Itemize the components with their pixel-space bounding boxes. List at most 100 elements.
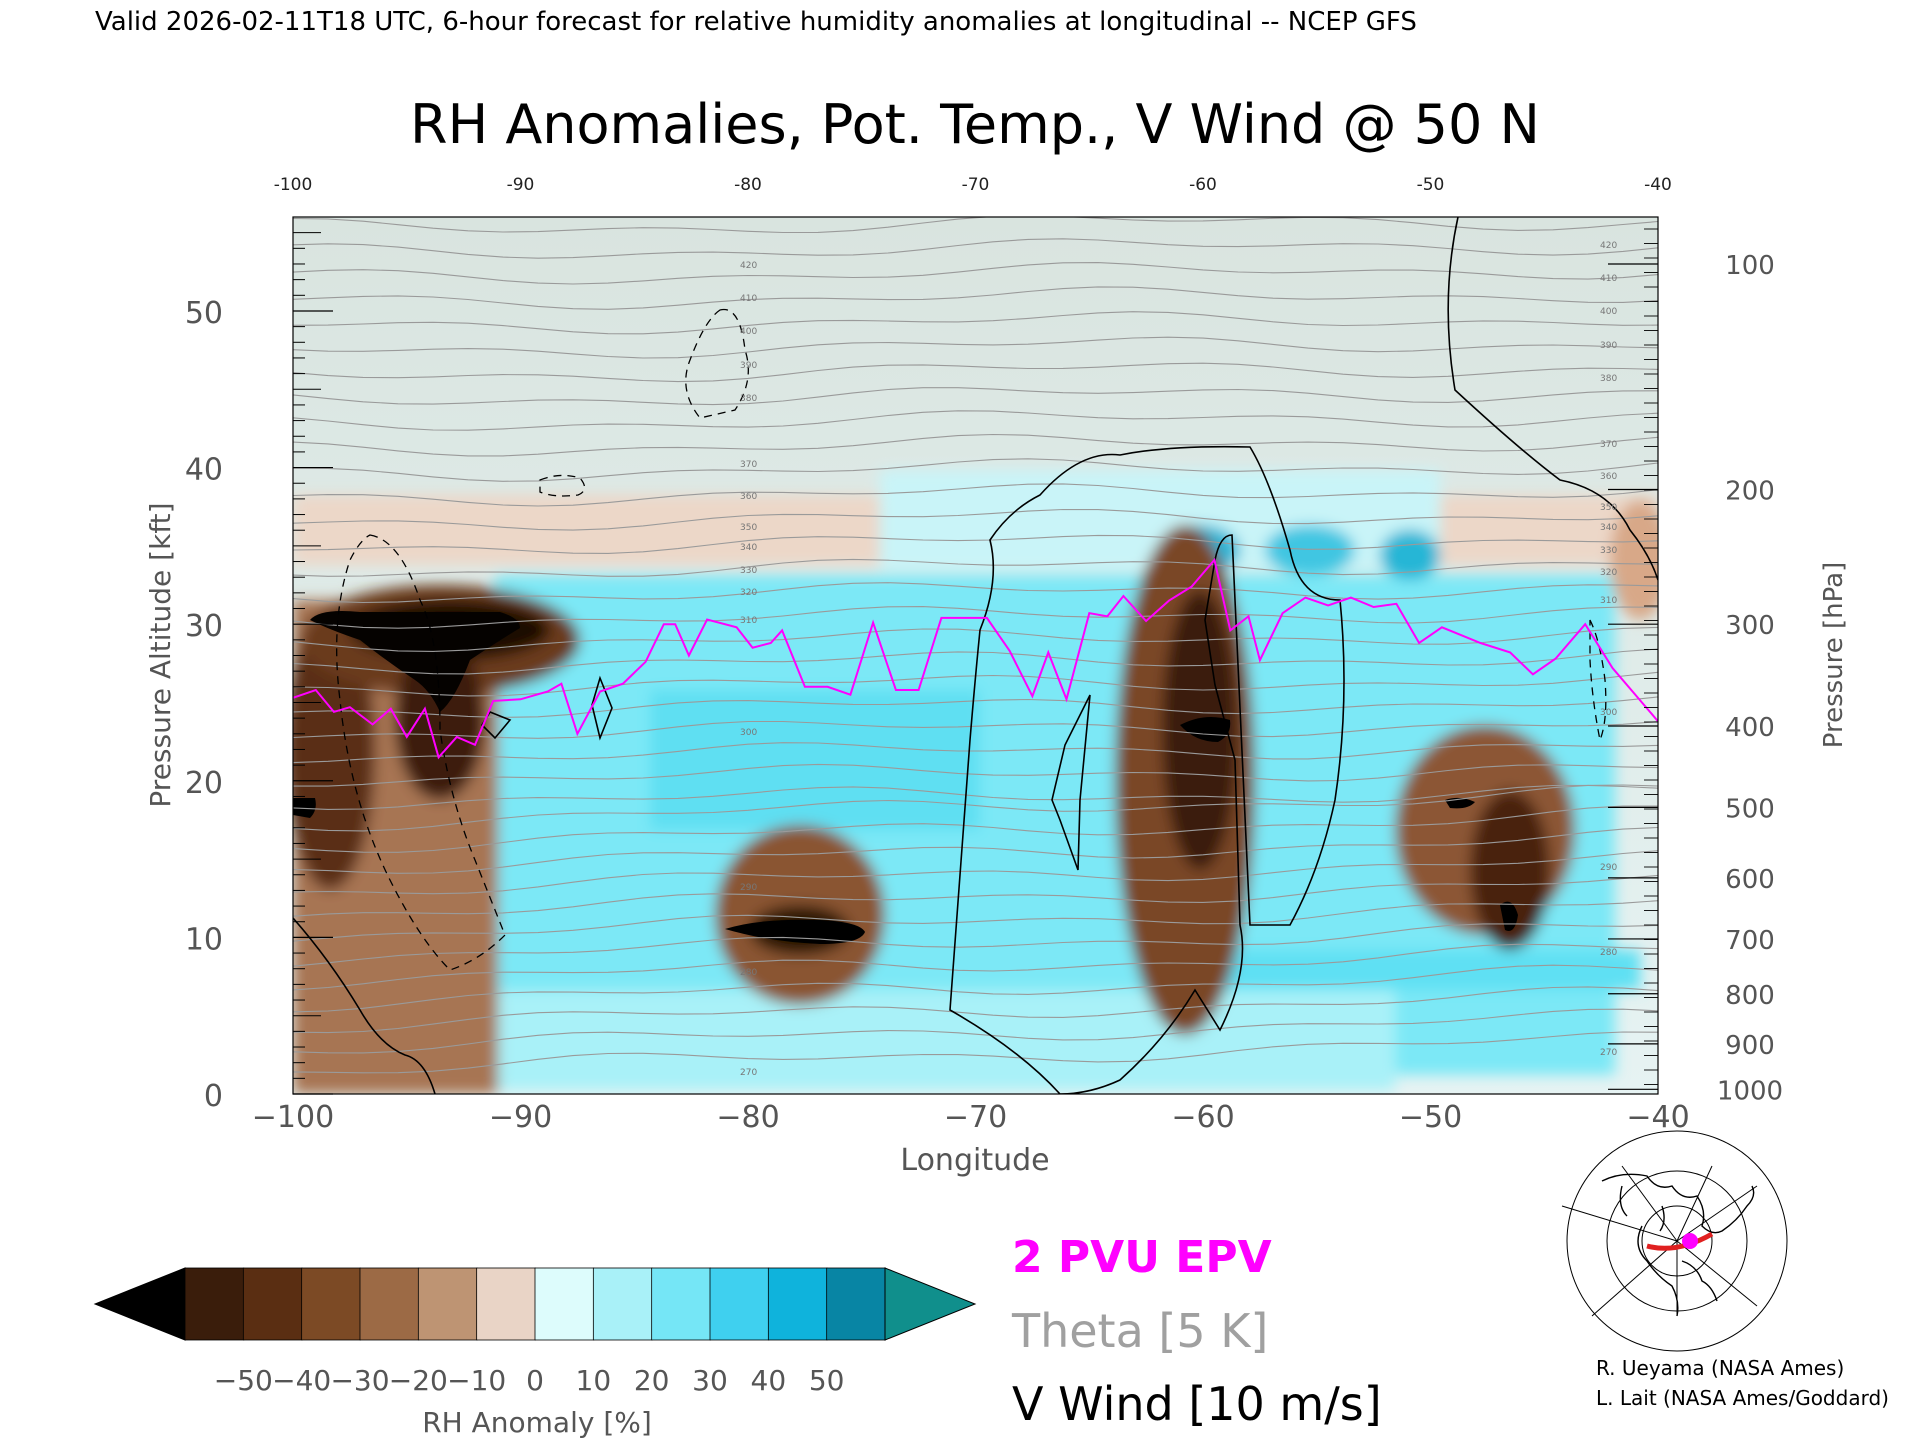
theta-contour xyxy=(293,964,1658,1013)
theta-label: 410 xyxy=(1600,274,1617,284)
theta-contour xyxy=(293,805,1658,853)
theta-contour xyxy=(293,742,1658,764)
theta-label: 350 xyxy=(1600,503,1617,513)
theta-contours xyxy=(293,217,1658,1074)
x-axis-title: Longitude xyxy=(900,1143,1049,1178)
theta-label: 390 xyxy=(740,361,757,371)
theta-contour xyxy=(293,826,1658,874)
x-tick-label: −90 xyxy=(489,1100,552,1135)
colorbar-tick-label: 40 xyxy=(751,1364,787,1397)
x-tick-label: −50 xyxy=(1399,1100,1462,1135)
theta-contour xyxy=(293,763,1658,787)
theta-label: 290 xyxy=(1600,863,1617,873)
theta-label: 400 xyxy=(740,327,757,337)
x-axis-bottom: −100 −90 −80 −70 −60 −50 −40 xyxy=(252,1100,1690,1135)
right-axis: 100 200 300 400 500 600 700 800 900 1000 xyxy=(1608,228,1783,1106)
theta-label: 370 xyxy=(1600,440,1617,450)
colorbar: −50 −40 −30 −20 −10 0 10 20 30 40 50 xyxy=(93,1267,977,1397)
theta-contour xyxy=(293,458,1658,482)
colorbar-tick-label: 50 xyxy=(809,1364,845,1397)
colorbar-swatch xyxy=(709,1267,770,1341)
theta-label: 280 xyxy=(1600,948,1617,958)
rh-under-plume xyxy=(1180,716,1231,742)
theta-label: 270 xyxy=(1600,1048,1617,1058)
colorbar-swatch xyxy=(534,1267,595,1341)
map-latitude-circle-outer xyxy=(1566,1130,1788,1352)
map-inset xyxy=(1561,1130,1788,1352)
legend-vwind: V Wind [10 m/s] xyxy=(1012,1377,1382,1431)
theta-label: 300 xyxy=(740,728,757,738)
theta-contour xyxy=(293,1008,1658,1054)
theta-label: 420 xyxy=(1600,241,1617,251)
pressure-tick-label: 200 xyxy=(1725,476,1775,506)
theta-contour xyxy=(293,986,1658,1034)
theta-contour xyxy=(293,943,1658,991)
colorbar-tick-label: 10 xyxy=(576,1364,612,1397)
map-meridian-6 xyxy=(1621,1165,1678,1242)
theta-label: 340 xyxy=(740,543,757,553)
map-meridian-7 xyxy=(1676,1165,1713,1242)
credit-1: R. Ueyama (NASA Ames) xyxy=(1596,1356,1844,1380)
theta-contour xyxy=(293,784,1658,810)
theta-label: 320 xyxy=(1600,568,1617,578)
map-meridian-5 xyxy=(1676,1185,1758,1242)
theta-contour xyxy=(293,696,1658,718)
pressure-tick-label: 900 xyxy=(1725,1031,1775,1061)
theta-label: 280 xyxy=(740,968,757,978)
theta-contour xyxy=(293,238,1658,259)
rh-band-cyan-mid xyxy=(650,690,980,830)
pressure-tick-label: 800 xyxy=(1725,981,1775,1011)
x-top-tick-label: -100 xyxy=(274,175,313,195)
y-axis-title: Pressure Altitude [kft] xyxy=(144,502,177,807)
header-text: Valid 2026-02-11T18 UTC, 6-hour forecast… xyxy=(95,7,1417,37)
left-axis: 0 10 20 30 40 50 xyxy=(185,232,333,1114)
theta-contour xyxy=(293,582,1658,604)
colorbar-swatch xyxy=(184,1267,245,1341)
colorbar-tick-label: −30 xyxy=(330,1364,389,1397)
theta-label: 330 xyxy=(1600,546,1617,556)
rh-dry-right-core xyxy=(1470,790,1550,950)
colorbar-swatch xyxy=(476,1267,536,1341)
theta-contour xyxy=(293,626,1658,652)
pressure-tick-label: 500 xyxy=(1725,794,1775,824)
colorbar-swatch xyxy=(242,1267,303,1341)
rh-anomaly-field: 420 420 410 410 400 400 390 390 380 380 370 370 360 3… xyxy=(293,217,1658,1094)
rh-under-upper-left xyxy=(310,611,520,712)
x-tick-label: −60 xyxy=(1171,1100,1234,1135)
pressure-tick-label: 300 xyxy=(1725,611,1775,641)
theta-label: 340 xyxy=(1600,523,1617,533)
v-wind-contour-zero-right xyxy=(1447,217,1658,581)
colorbar-swatch xyxy=(767,1267,828,1341)
legend-theta: Theta [5 K] xyxy=(1011,1304,1268,1358)
theta-label: 410 xyxy=(740,294,757,304)
colorbar-swatch xyxy=(359,1267,420,1341)
theta-contour xyxy=(293,433,1658,457)
theta-contour xyxy=(293,923,1658,967)
theta-label: 310 xyxy=(1600,596,1617,606)
colorbar-tick-label: −50 xyxy=(214,1364,273,1397)
chart-title: RH Anomalies, Pot. Temp., V Wind @ 50 N xyxy=(410,93,1540,156)
theta-label: 420 xyxy=(740,261,757,271)
rh-max-2 xyxy=(1265,525,1355,575)
pressure-tick-label: 700 xyxy=(1725,926,1775,956)
colorbar-swatch xyxy=(417,1267,478,1341)
theta-contour xyxy=(293,286,1658,310)
pressure-tick-label: 1000 xyxy=(1717,1076,1783,1106)
x-tick-label: −80 xyxy=(716,1100,779,1135)
theta-contour xyxy=(293,900,1658,942)
v-wind-contour-neg-top xyxy=(685,308,749,419)
theta-contour xyxy=(293,387,1658,406)
theta-label: 360 xyxy=(740,492,757,502)
theta-label: 400 xyxy=(1600,307,1617,317)
theta-contour xyxy=(293,648,1658,675)
y-tick-label: 50 xyxy=(185,296,223,331)
x-axis-top: -100 -90 -80 -70 -60 -50 -40 xyxy=(274,175,1672,195)
v-wind-contour-small-3 xyxy=(1051,694,1091,871)
x-top-tick-label: -90 xyxy=(507,175,535,195)
theta-contour xyxy=(293,262,1658,285)
rh-under-center xyxy=(725,919,865,944)
x-top-tick-label: -70 xyxy=(962,175,990,195)
map-meridian-1 xyxy=(1561,1205,1678,1242)
x-tick-label: −100 xyxy=(252,1100,334,1135)
y-tick-label: 10 xyxy=(185,922,223,957)
